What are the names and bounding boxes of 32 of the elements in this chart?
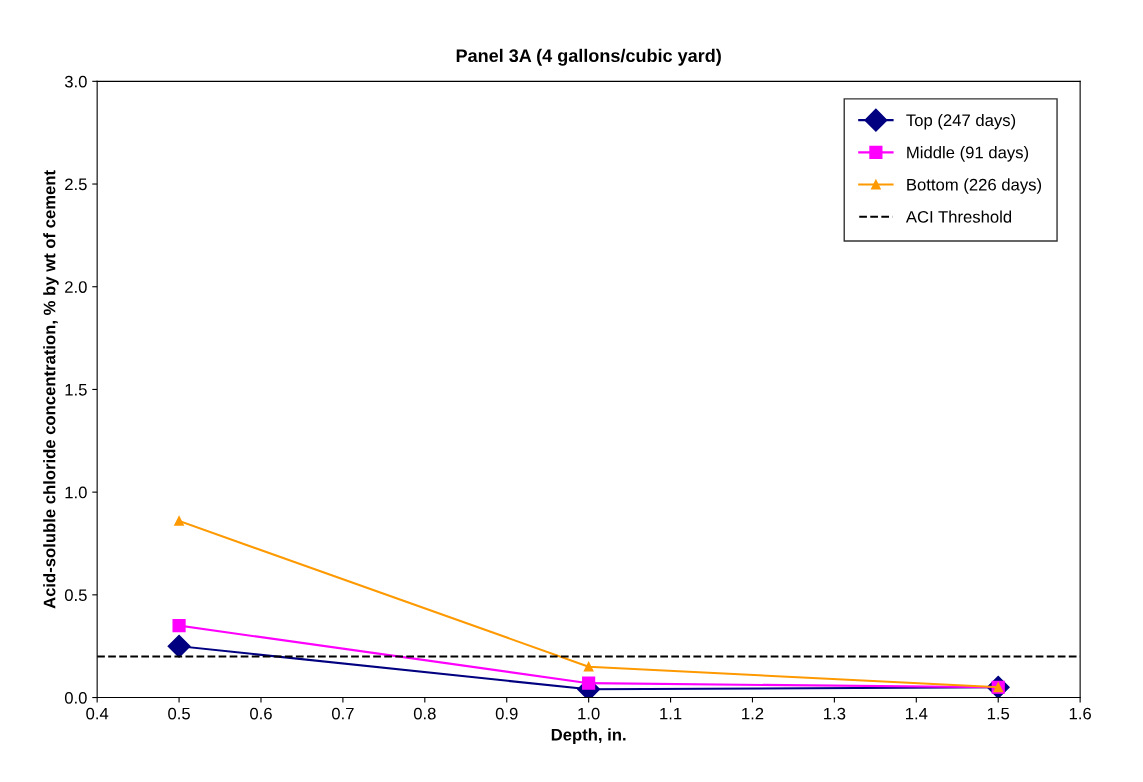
y-tick-label: 0.5 [64,589,87,602]
x-tick-label: 1.4 [905,707,928,720]
point [583,661,594,672]
x-tick-label: 1.2 [742,707,764,720]
y-tick-label: 2.5 [65,178,87,191]
y-tick-label: 3.0 [64,75,87,88]
point [167,634,191,658]
x-tick-label: 0.4 [86,707,109,720]
x-tick-label: 1.6 [1069,707,1091,720]
x-tick-label: 0.6 [250,707,272,720]
y-tick-label: 1.0 [65,486,87,499]
chart-title: Panel 3A (4 gallons/cubic yard) [456,48,721,66]
y-tick-label: 2.0 [65,281,87,293]
x-tick-label: 0.5 [168,707,190,720]
legend-label: Middle (91 days) [907,146,1029,162]
legend-label: Bottom (226 days) [907,178,1042,194]
x-tick-label: 1.3 [824,707,846,720]
point [582,676,596,690]
y-tick-label: 1.5 [65,384,87,396]
x-tick-label: 1.0 [578,707,600,720]
legend-label: ACI Threshold [905,210,1012,223]
y-axis-title: Acid-soluble chloride concentration, % by wt of cement [43,170,59,609]
x-tick-label: 0.8 [413,707,436,720]
point [172,619,186,633]
x-tick-label: 1.5 [987,707,1010,720]
x-axis-title: Depth, in. [551,728,626,744]
point [174,516,184,526]
x-tick-label: 1.1 [660,707,682,720]
y-tick-label: 0.0 [64,691,87,704]
legend-label: Top (247 days) [906,113,1016,130]
x-tick-label: 0.9 [495,707,518,720]
x-tick-label: 0.7 [331,707,354,720]
